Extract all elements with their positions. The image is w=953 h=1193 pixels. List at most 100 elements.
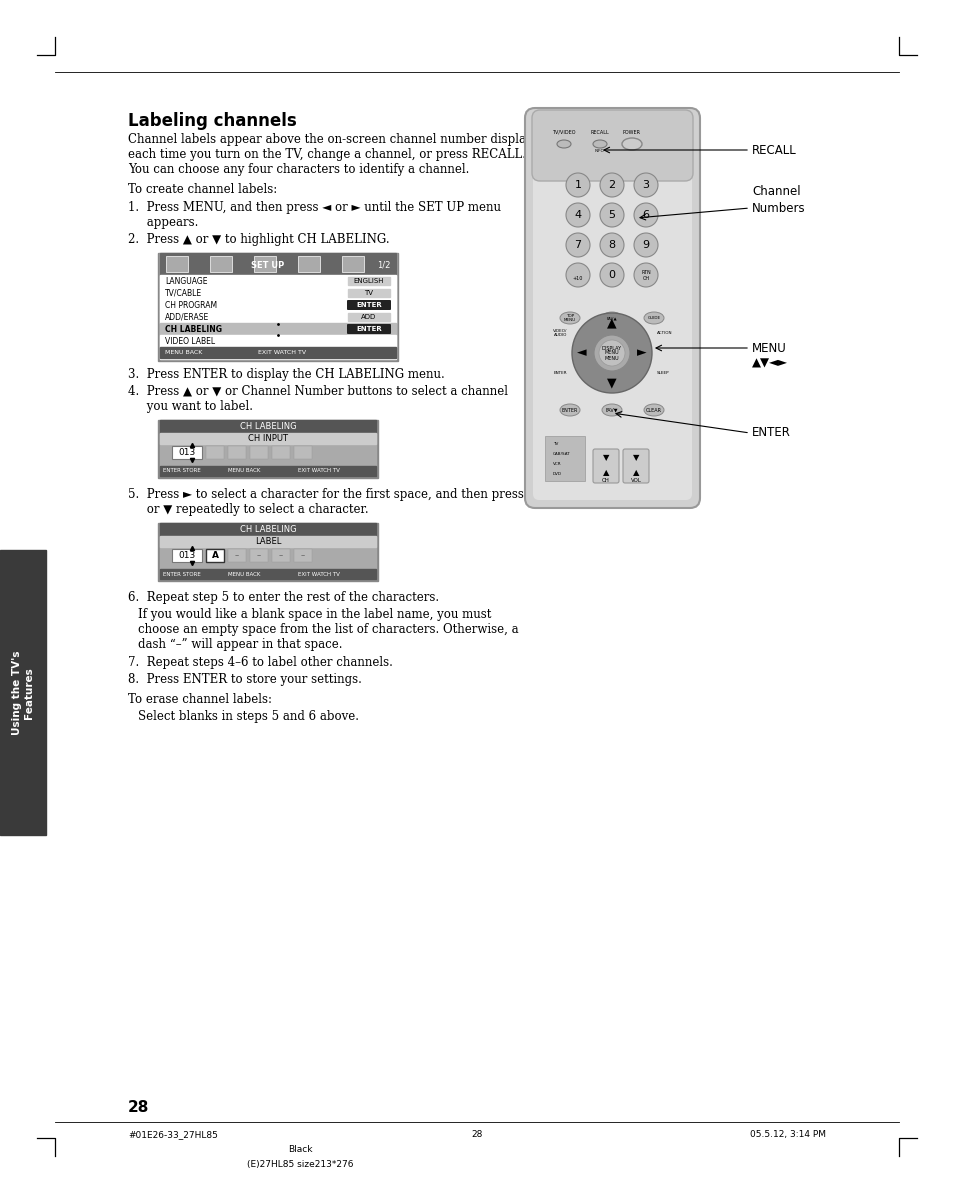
Bar [160,299,395,311]
Circle shape [565,173,589,197]
Text: CH LABELING: CH LABELING [239,525,296,534]
Bar [158,523,377,581]
Text: 28: 28 [128,1100,150,1115]
Text: Labeling channels: Labeling channels [128,112,296,130]
Text: ENTER: ENTER [561,408,578,413]
Text: each time you turn on the TV, change a channel, or press RECALL.: each time you turn on the TV, change a c… [128,148,525,161]
Text: ENTER: ENTER [355,326,381,332]
Text: INFO: INFO [595,149,604,153]
Bar [160,466,375,476]
Text: CH LABELING: CH LABELING [165,324,222,334]
Circle shape [634,262,658,288]
Text: 0: 0 [608,270,615,280]
Text: 1.  Press MENU, and then press ◄ or ► until the SET UP menu: 1. Press MENU, and then press ◄ or ► unt… [128,200,500,214]
Bar [253,256,275,272]
Text: LABEL: LABEL [254,537,281,546]
Text: MENU: MENU [604,351,618,356]
Text: EXIT WATCH TV: EXIT WATCH TV [297,571,339,576]
Text: CH INPUT: CH INPUT [248,434,288,443]
Text: Using the TV's
Features: Using the TV's Features [12,650,33,735]
Text: 28: 28 [471,1130,482,1139]
Text: RECALL: RECALL [590,130,609,135]
Text: FAV▲: FAV▲ [606,316,617,320]
Text: Channel labels appear above the on-screen channel number display: Channel labels appear above the on-scree… [128,132,532,146]
Text: ENGLISH: ENGLISH [354,278,384,284]
Bar [160,276,395,288]
Text: Select blanks in steps 5 and 6 above.: Select blanks in steps 5 and 6 above. [138,710,358,723]
Text: ▲: ▲ [606,316,617,329]
Bar [297,256,319,272]
Bar [210,256,232,272]
Bar [160,433,375,444]
Text: ▼: ▼ [602,453,609,463]
FancyBboxPatch shape [524,109,700,508]
Text: 5: 5 [608,210,615,220]
Text: VCR: VCR [553,462,561,466]
Circle shape [565,203,589,227]
Text: 6: 6 [641,210,649,220]
Ellipse shape [593,140,606,148]
Text: RTN: RTN [640,271,650,276]
Text: (E)27HL85 size213*276: (E)27HL85 size213*276 [247,1160,353,1169]
Bar [0,550,46,835]
Text: appears.: appears. [128,216,198,229]
Bar [160,420,375,433]
Text: TV/CABLE: TV/CABLE [165,289,202,297]
Text: ENTER STORE: ENTER STORE [163,571,200,576]
Text: #01E26-33_27HL85: #01E26-33_27HL85 [128,1130,217,1139]
Text: 7.  Repeat steps 4–6 to label other channels.: 7. Repeat steps 4–6 to label other chann… [128,656,393,669]
Text: MENU BACK: MENU BACK [228,469,260,474]
Circle shape [634,203,658,227]
Text: To erase channel labels:: To erase channel labels: [128,693,272,706]
Bar [228,549,246,562]
FancyBboxPatch shape [532,110,692,181]
Bar [206,446,224,459]
Bar [206,549,224,562]
Text: POWER: POWER [622,130,640,135]
Text: LANGUAGE: LANGUAGE [165,277,208,285]
Circle shape [634,173,658,197]
Text: CH: CH [601,478,609,483]
Ellipse shape [557,140,571,148]
Text: MENU: MENU [604,356,618,360]
Text: 3.  Press ENTER to display the CH LABELING menu.: 3. Press ENTER to display the CH LABELIN… [128,367,444,381]
Text: MENU: MENU [751,341,786,354]
Bar [160,253,395,276]
Ellipse shape [601,404,621,416]
Text: 013: 013 [178,551,195,560]
Text: 4: 4 [574,210,581,220]
Text: ENTER: ENTER [553,371,566,375]
FancyBboxPatch shape [347,299,391,310]
Circle shape [599,233,623,256]
Bar [158,253,397,361]
Ellipse shape [643,404,663,416]
Bar [160,311,395,323]
Text: ▲▼◄►: ▲▼◄► [751,357,787,370]
Text: A: A [212,551,218,560]
Text: –: – [234,551,239,560]
Bar [166,256,188,272]
Text: 5.  Press ► to select a character for the first space, and then press ▲: 5. Press ► to select a character for the… [128,488,536,501]
Text: TV/VIDEO: TV/VIDEO [552,130,576,135]
Bar [228,446,246,459]
Text: 9: 9 [641,240,649,251]
Bar [272,446,290,459]
Ellipse shape [559,404,579,416]
Text: ENTER: ENTER [355,302,381,308]
Text: 2.  Press ▲ or ▼ to highlight CH LABELING.: 2. Press ▲ or ▼ to highlight CH LABELING… [128,233,389,246]
Text: MENU BACK: MENU BACK [165,350,202,356]
Text: CH PROGRAM: CH PROGRAM [165,301,217,309]
Circle shape [565,262,589,288]
Text: To create channel labels:: To create channel labels: [128,183,277,196]
Text: ►: ► [637,346,646,359]
Text: choose an empty space from the list of characters. Otherwise, a: choose an empty space from the list of c… [138,623,518,636]
FancyBboxPatch shape [347,324,391,334]
Text: Black: Black [288,1145,312,1154]
Text: TV: TV [364,290,374,296]
Text: ▼: ▼ [606,377,617,389]
Ellipse shape [559,313,579,324]
Circle shape [634,233,658,256]
Text: VOL: VOL [630,478,640,483]
Text: CH LABELING: CH LABELING [239,422,296,431]
Text: 05.5.12, 3:14 PM: 05.5.12, 3:14 PM [749,1130,825,1139]
